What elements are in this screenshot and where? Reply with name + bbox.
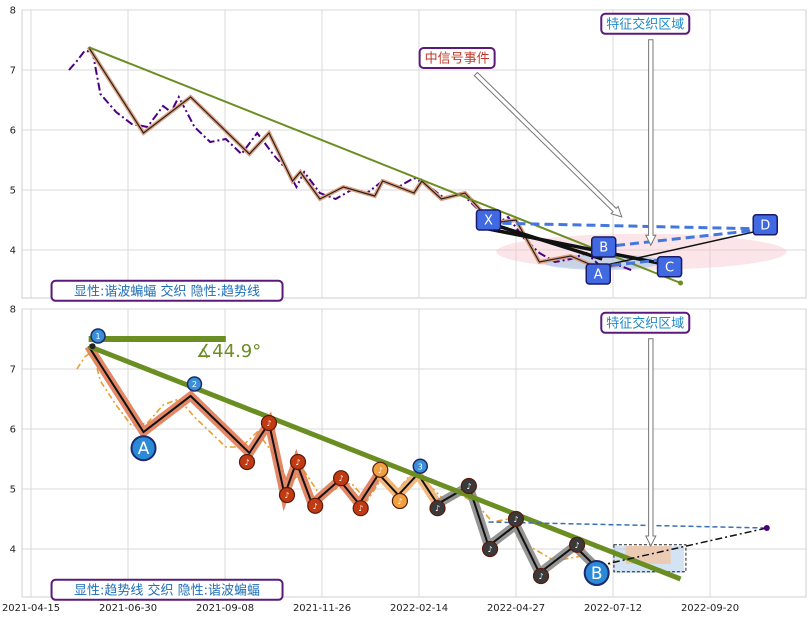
note-marker-glyph: ♪ — [339, 474, 344, 483]
wave-number-marker — [412, 458, 429, 474]
note-marker — [278, 486, 296, 504]
x-tick-label: 2022-09-20 — [681, 603, 739, 614]
callout-arrow — [644, 338, 657, 548]
interweave-zone-callout: 特征交织区域 — [606, 16, 684, 32]
pattern-point-d-box — [752, 214, 778, 236]
bottom-panel: 4 5 6 7 8 ♪ ♪ ♪ ♪ ♪ ♪ ♪ ♪ ♪ ♪ ♪ ♪ ♪ ♪ ♪ 1 2 3 A B ∡44.9° 特征交织区域显性:… — [10, 305, 807, 601]
angle-label: ∡44.9° — [196, 341, 261, 362]
x-tick-label: 2022-02-14 — [390, 603, 448, 614]
callout-arrow — [473, 71, 623, 218]
big-marker-b-label: B — [591, 564, 603, 584]
big-marker-b — [583, 560, 610, 586]
note-marker-glyph: ♪ — [575, 541, 580, 550]
y-tick-label: 4 — [10, 246, 16, 257]
note-marker-glyph: ♪ — [244, 458, 249, 467]
wave-number-label: 1 — [96, 332, 101, 341]
callout-box — [600, 311, 691, 334]
note-marker-glyph: ♪ — [487, 545, 492, 554]
note-marker-glyph: ♪ — [538, 572, 543, 581]
x-tick-label: 2022-04-27 — [487, 603, 545, 614]
note-marker-glyph: ♪ — [513, 515, 518, 524]
pattern-point-x-box — [475, 209, 502, 231]
x-tick-label: 2021-11-26 — [293, 603, 351, 614]
pattern-point-x-label: X — [484, 214, 493, 229]
pattern-point-d-label: D — [760, 218, 770, 233]
signal-event-callout: 中信号事件 — [425, 52, 490, 67]
note-marker — [372, 461, 389, 478]
pattern-legend-label: 显性:谐波蝙蝠 交织 隐性:趋势线 — [74, 283, 260, 299]
callout-box — [418, 47, 496, 69]
pattern-point-b-label: B — [599, 241, 608, 256]
x-tick-label: 2021-04-15 — [2, 603, 60, 614]
big-marker-a — [130, 435, 157, 462]
note-marker-glyph: ♪ — [358, 504, 363, 513]
callout-box — [600, 12, 691, 35]
pattern-end-dot — [763, 525, 770, 531]
x-tick-label: 2022-07-12 — [584, 603, 642, 614]
note-marker — [568, 536, 586, 553]
y-tick-label: 5 — [10, 186, 16, 197]
pattern-point-c-label: C — [665, 260, 674, 275]
wave-number-label: 2 — [192, 380, 197, 389]
note-marker — [332, 470, 350, 487]
y-tick-label: 7 — [10, 66, 16, 77]
x-tick-label: 2021-06-30 — [99, 603, 157, 614]
y-tick-label: 8 — [10, 6, 16, 17]
note-marker-glyph: ♪ — [435, 504, 440, 513]
callout-box — [50, 578, 284, 601]
note-marker-glyph: ♪ — [466, 482, 471, 491]
y-tick-label: 4 — [10, 545, 16, 556]
x-axis: 2021-04-15 2021-06-30 2021-09-08 2021-11-26… — [2, 603, 739, 614]
downtrend-line — [88, 46, 681, 284]
pattern-point-c-box — [656, 256, 683, 278]
pattern-dashed-line — [488, 221, 767, 231]
pattern-point-a-label: A — [594, 268, 603, 283]
interweave-zone-callout: 特征交织区域 — [606, 315, 684, 331]
pattern-point-a-box — [585, 263, 611, 285]
pattern-point-b-box — [590, 236, 617, 258]
note-marker — [481, 540, 499, 558]
note-marker — [260, 414, 278, 432]
wave-path — [88, 46, 618, 269]
big-marker-a-label: A — [138, 439, 150, 459]
wave-number-marker — [90, 328, 106, 344]
pattern-legend-label: 显性:趋势线 交织 隐性:谐波蝙蝠 — [74, 582, 260, 598]
y-tick-label: 8 — [10, 305, 16, 316]
note-marker — [391, 492, 408, 510]
wave-start-dot — [89, 343, 96, 350]
wave-number-marker — [186, 376, 203, 392]
callout-arrow — [644, 39, 657, 247]
wave-number-label: 3 — [418, 462, 423, 471]
y-tick-label: 5 — [10, 485, 16, 496]
pattern-line — [598, 228, 767, 268]
note-marker — [289, 453, 307, 471]
note-marker-glyph: ♪ — [295, 458, 300, 467]
note-marker — [352, 500, 369, 517]
pattern-dashdot-line — [598, 527, 767, 567]
callout-box — [50, 279, 284, 302]
pattern-dashed-line — [488, 521, 767, 529]
y-tick-label: 7 — [10, 365, 16, 376]
note-marker — [238, 453, 256, 471]
note-marker-glyph: ♪ — [266, 419, 271, 428]
note-marker-glyph: ♪ — [378, 466, 383, 475]
note-marker — [460, 477, 477, 495]
note-marker — [532, 567, 550, 585]
y-tick-label: 6 — [10, 425, 16, 436]
note-marker-glyph: ♪ — [313, 502, 318, 511]
note-marker — [507, 510, 525, 528]
trend-end-dot — [678, 280, 684, 286]
note-marker-glyph: ♪ — [397, 497, 402, 506]
note-marker — [307, 497, 324, 514]
note-marker — [429, 500, 446, 517]
note-marker-glyph: ♪ — [284, 491, 289, 500]
wave-path — [87, 345, 603, 575]
x-tick-label: 2021-09-08 — [196, 603, 254, 614]
y-tick-label: 6 — [10, 126, 16, 137]
pattern-line — [488, 227, 670, 267]
